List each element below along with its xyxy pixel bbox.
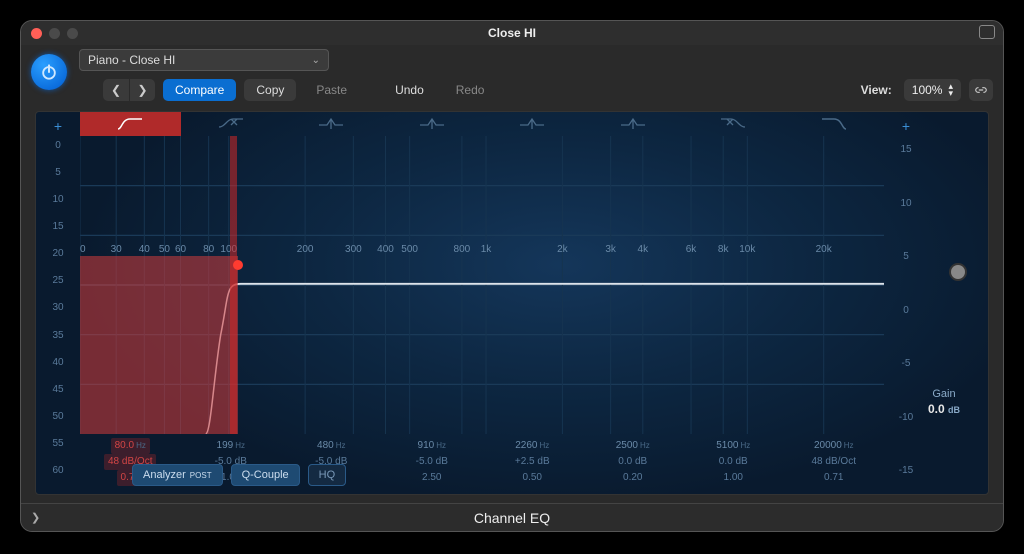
gain-value[interactable]: 0.0 dB: [916, 402, 972, 416]
band-marker[interactable]: [230, 136, 237, 434]
link-icon: [974, 83, 988, 97]
qcouple-button[interactable]: Q-Couple: [231, 464, 300, 486]
zoom-stepper[interactable]: 100% ▴▾: [904, 79, 961, 101]
plus-icon[interactable]: +: [36, 118, 80, 136]
band-8-params[interactable]: 20000Hz48 dB/Oct0.71: [784, 438, 885, 494]
band-5-toggle[interactable]: [482, 112, 583, 136]
eq-panel: + 051015202530354045505560: [35, 111, 989, 495]
chevron-down-icon: ⌄: [312, 55, 320, 66]
left-scale: + 051015202530354045505560: [36, 112, 80, 494]
band-1-toggle[interactable]: [80, 112, 181, 136]
band-6-toggle[interactable]: [583, 112, 684, 136]
band-7-params[interactable]: 5100Hz0.0 dB1.00: [683, 438, 784, 494]
preset-select[interactable]: Piano - Close HI ⌄: [79, 49, 329, 71]
band-5-params[interactable]: 2260Hz+2.5 dB0.50: [482, 438, 583, 494]
eq-graph[interactable]: 2030405060801002003004005008001k2k3k4k6k…: [80, 136, 884, 434]
expand-icon[interactable]: ❯: [31, 511, 40, 524]
link-button[interactable]: [969, 79, 993, 101]
band-3-toggle[interactable]: [281, 112, 382, 136]
power-icon: [39, 62, 59, 82]
stepper-icon: ▴▾: [948, 83, 953, 97]
bottom-buttons: AnalyzerPOST Q-Couple HQ: [124, 460, 354, 490]
plugin-window: Close HI Piano - Close HI ⌄ ❮ ❯ Compare …: [20, 20, 1004, 532]
plus-icon[interactable]: +: [884, 118, 928, 136]
footer: ❯ Channel EQ: [21, 503, 1003, 531]
titlebar: Close HI: [21, 21, 1003, 45]
eq-center: 2030405060801002003004005008001k2k3k4k6k…: [80, 112, 884, 494]
next-button[interactable]: ❯: [129, 79, 155, 101]
gain-label: Gain: [916, 388, 972, 400]
window-title: Close HI: [21, 26, 1003, 40]
gain-slider[interactable]: [928, 136, 988, 404]
toolbar-row-1: Piano - Close HI ⌄: [21, 45, 1003, 75]
zoom-value: 100%: [912, 83, 943, 97]
hq-button[interactable]: HQ: [308, 464, 347, 486]
paste-button[interactable]: Paste: [304, 79, 359, 101]
prev-button[interactable]: ❮: [103, 79, 129, 101]
preset-label: Piano - Close HI: [88, 53, 175, 67]
band-6-params[interactable]: 2500Hz0.0 dB0.20: [583, 438, 684, 494]
undo-button[interactable]: Undo: [383, 79, 436, 101]
compare-button[interactable]: Compare: [163, 79, 236, 101]
preset-nav: ❮ ❯: [103, 79, 155, 101]
redo-button[interactable]: Redo: [444, 79, 497, 101]
toolbar-row-2: ❮ ❯ Compare Copy Paste Undo Redo View: 1…: [21, 75, 1003, 105]
power-button[interactable]: [31, 54, 67, 90]
snapshot-icon[interactable]: [979, 25, 995, 39]
copy-button[interactable]: Copy: [244, 79, 296, 101]
right-scale: + 151050-5-10-15: [884, 112, 928, 494]
band-icons-row: [80, 112, 884, 136]
view-label: View:: [861, 83, 892, 97]
band-7-toggle[interactable]: [683, 112, 784, 136]
gain-readout: Gain 0.0 dB: [916, 388, 972, 416]
band-2-toggle[interactable]: [181, 112, 282, 136]
band-4-toggle[interactable]: [382, 112, 483, 136]
plugin-name: Channel EQ: [474, 510, 550, 526]
hpf-fill: [80, 256, 238, 434]
band-handle[interactable]: [233, 260, 243, 270]
band-8-toggle[interactable]: [784, 112, 885, 136]
analyzer-button[interactable]: AnalyzerPOST: [132, 464, 223, 486]
band-4-params[interactable]: 910Hz-5.0 dB2.50: [382, 438, 483, 494]
gain-column: [928, 112, 988, 494]
gain-knob[interactable]: [951, 265, 965, 279]
